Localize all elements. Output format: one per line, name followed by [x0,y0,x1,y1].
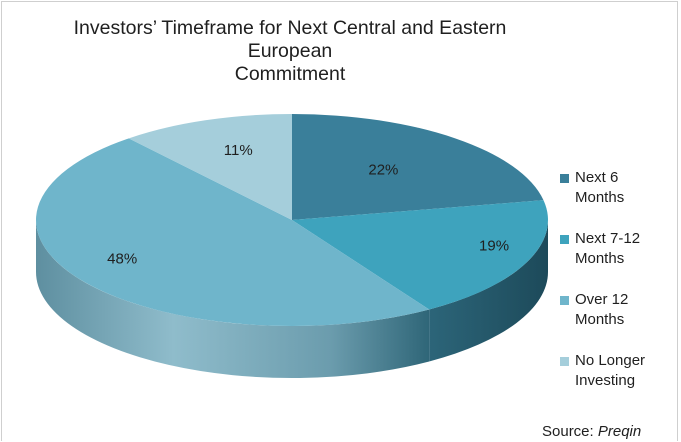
slice-over-12-months-side [36,220,430,378]
pie-labels: 22% 19% 48% 11% [107,142,509,267]
legend-label: Next 7-12 Months [575,229,679,269]
legend-label-line2: Months [575,311,625,328]
slice-next-6-months [292,114,544,220]
legend-item-next-7-12-months: Next 7-12 Months [560,229,680,290]
legend-item-over-12-months: Over 12 Months [560,290,680,351]
slice-next-7-12-months [292,200,548,310]
chart-title-line2: Commitment [234,63,346,85]
legend-swatch [560,357,569,366]
legend-item-next-6-months: Next 6 Months [560,168,680,229]
legend-swatch [560,296,569,305]
slice-next-6-months-label: 22% [368,161,398,178]
legend-swatch [560,174,569,183]
legend-label: Over 12 Months [575,290,679,330]
legend-label: Next 6 Months [575,168,679,208]
legend: Next 6 Months Next 7-12 Months Over 12 M… [560,168,680,412]
legend-item-no-longer-investing: No Longer Investing [560,351,680,412]
slice-no-longer-investing [128,114,292,220]
slice-next-7-12-months-label: 19% [479,237,509,254]
legend-label-line1: Next 6 [575,169,619,186]
pie-slices [36,114,548,326]
legend-swatch [560,235,569,244]
slice-next-7-12-months-side [429,220,548,362]
legend-label-line1: Next 7-12 [575,230,641,247]
pie-sides [36,220,548,378]
slice-over-12-months-label: 48% [107,251,137,268]
legend-label-line1: Over 12 [575,291,629,308]
slice-over-12-months [36,138,430,326]
legend-label-line2: Investing [575,372,636,389]
legend-label-line1: No Longer [575,352,646,369]
legend-label-line2: Months [575,250,625,267]
source-note: Source: Preqin [542,423,641,440]
source-prefix: Source: [542,423,598,440]
chart-title-line1: Investors’ Timeframe for Next Central an… [73,17,507,62]
source-name: Preqin [597,423,642,440]
chart-title: Investors’ Timeframe for Next Central an… [40,17,540,86]
legend-label-line2: Months [575,189,625,206]
slice-no-longer-investing-label: 11% [224,142,253,159]
legend-label: No Longer Investing [575,351,679,391]
